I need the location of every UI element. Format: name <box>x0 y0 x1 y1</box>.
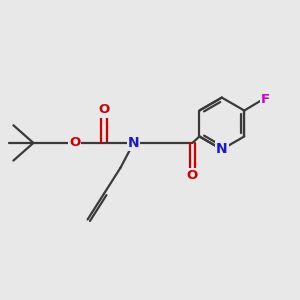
Text: N: N <box>128 136 139 150</box>
Text: N: N <box>216 142 228 156</box>
Text: O: O <box>98 103 110 116</box>
Text: O: O <box>69 136 80 149</box>
Text: O: O <box>187 169 198 182</box>
Text: F: F <box>261 93 270 106</box>
